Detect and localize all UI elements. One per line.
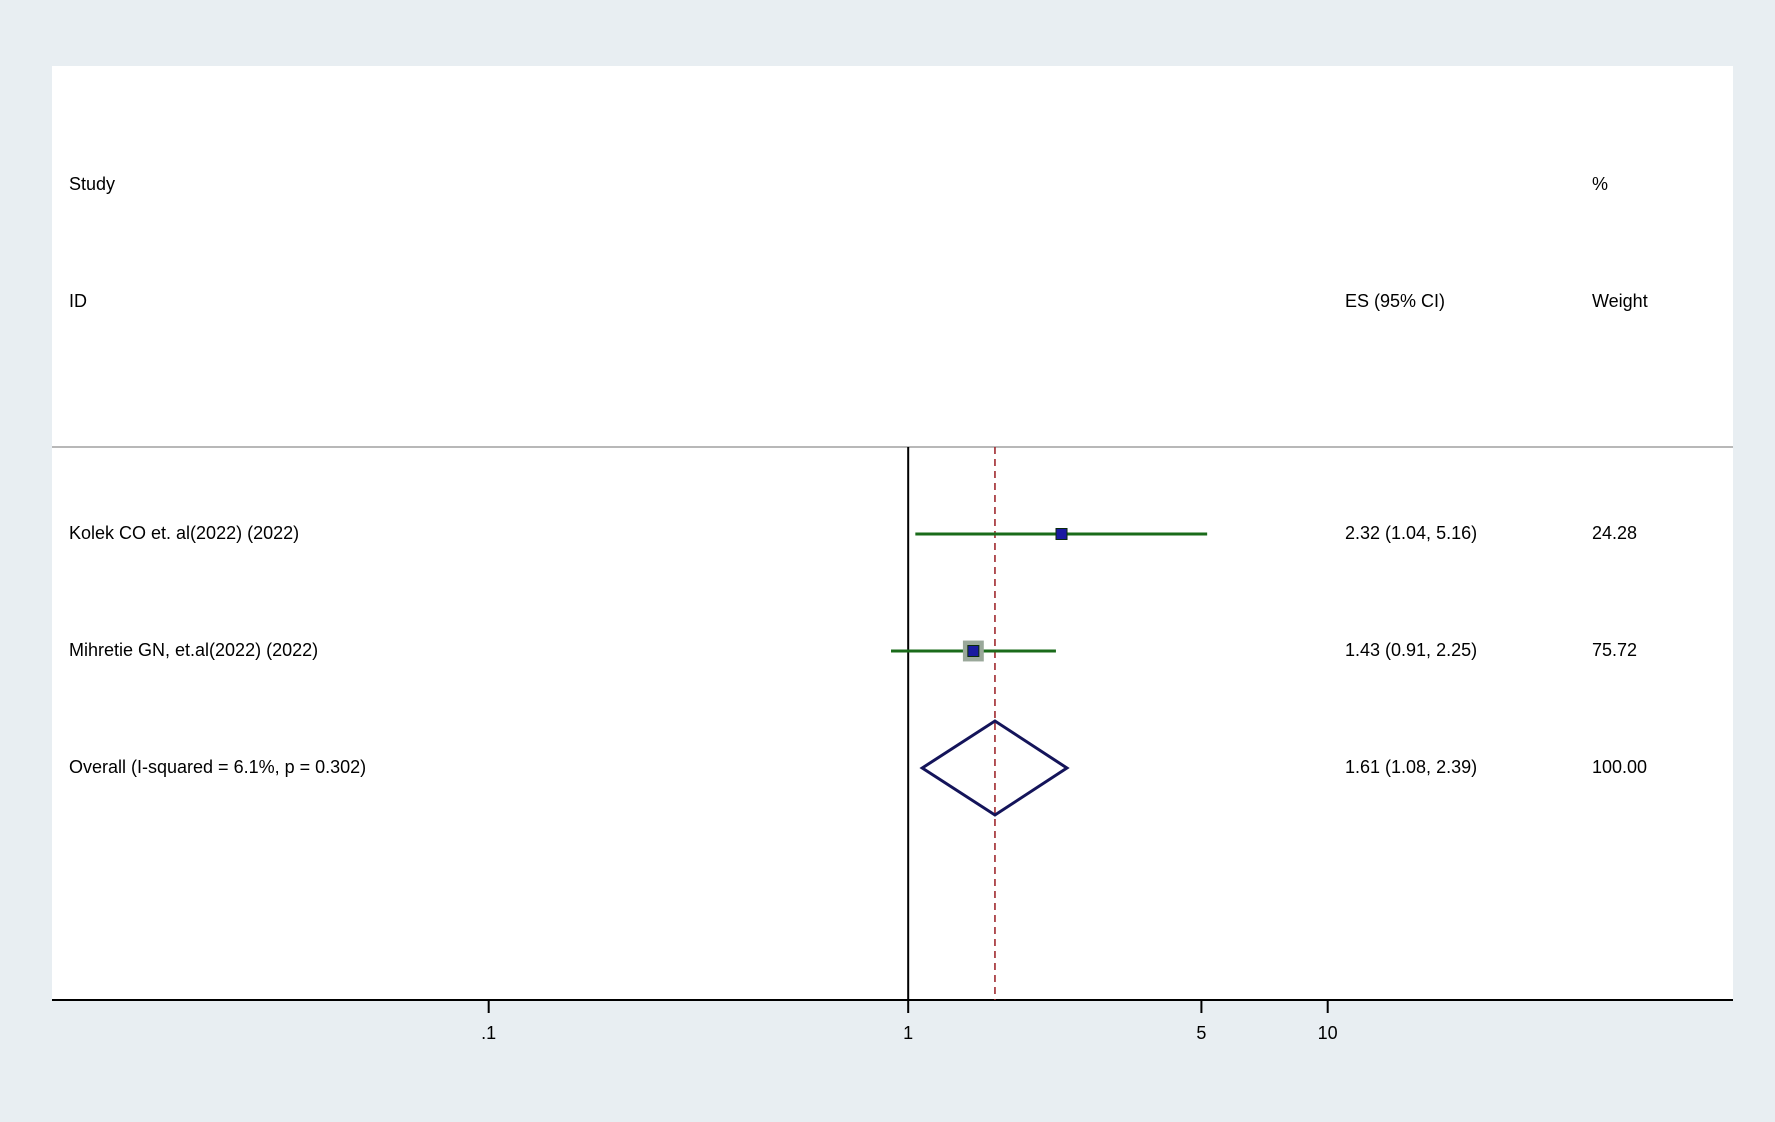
x-tick-label: 1 <box>903 1023 913 1043</box>
x-tick-label: 10 <box>1318 1023 1338 1043</box>
point-estimate <box>967 645 980 657</box>
header-es: ES (95% CI) <box>1345 291 1445 311</box>
plot-panel <box>52 66 1733 1000</box>
weight-label: 75.72 <box>1592 640 1637 660</box>
x-tick-label: .1 <box>481 1023 496 1043</box>
header-id: ID <box>69 291 87 311</box>
study-label: Mihretie GN, et.al(2022) (2022) <box>69 640 318 660</box>
overall-diamond <box>919 719 1070 817</box>
es-label: 2.32 (1.04, 5.16) <box>1345 523 1477 543</box>
point-estimate <box>1055 528 1068 540</box>
weight-label: 24.28 <box>1592 523 1637 543</box>
x-tick-label: 5 <box>1196 1023 1206 1043</box>
study-label: Kolek CO et. al(2022) (2022) <box>69 523 299 543</box>
overall-es-label: 1.61 (1.08, 2.39) <box>1345 757 1477 777</box>
header-pct: % <box>1592 174 1608 194</box>
overall-label: Overall (I-squared = 6.1%, p = 0.302) <box>69 757 366 777</box>
header-study: Study <box>69 174 115 194</box>
overall-weight-label: 100.00 <box>1592 757 1647 777</box>
header-weight: Weight <box>1592 291 1648 311</box>
es-label: 1.43 (0.91, 2.25) <box>1345 640 1477 660</box>
